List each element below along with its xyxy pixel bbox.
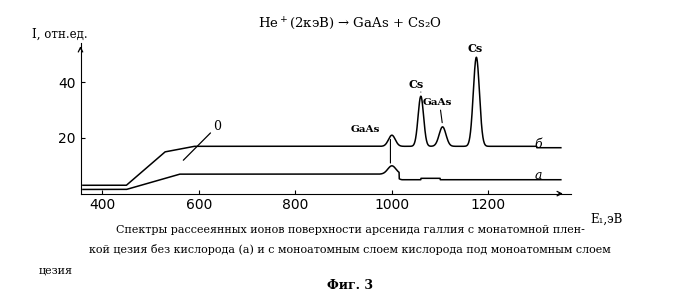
Text: Cs: Cs <box>468 43 483 54</box>
Text: кой цезия без кислорода (а) и с моноатомным слоем кислорода под моноатомным слое: кой цезия без кислорода (а) и с моноатом… <box>89 244 611 255</box>
Text: a: a <box>534 169 542 182</box>
Text: цезия: цезия <box>38 265 73 275</box>
Text: He$^+$(2кэВ) → GaAs + Cs₂O: He$^+$(2кэВ) → GaAs + Cs₂O <box>258 16 442 32</box>
Text: б: б <box>534 138 542 151</box>
Text: E₁,эВ: E₁,эВ <box>590 213 622 226</box>
Text: Cs: Cs <box>408 79 424 90</box>
Text: Фиг. 3: Фиг. 3 <box>327 279 373 289</box>
Text: GaAs: GaAs <box>351 125 380 134</box>
Text: Спектры рассееянных ионов поверхности арсенида галлия с монатомной плен-: Спектры рассееянных ионов поверхности ар… <box>116 225 584 235</box>
Text: 0: 0 <box>183 120 221 160</box>
Text: I, отн.ед.: I, отн.ед. <box>32 27 87 40</box>
Text: GaAs: GaAs <box>423 98 452 107</box>
